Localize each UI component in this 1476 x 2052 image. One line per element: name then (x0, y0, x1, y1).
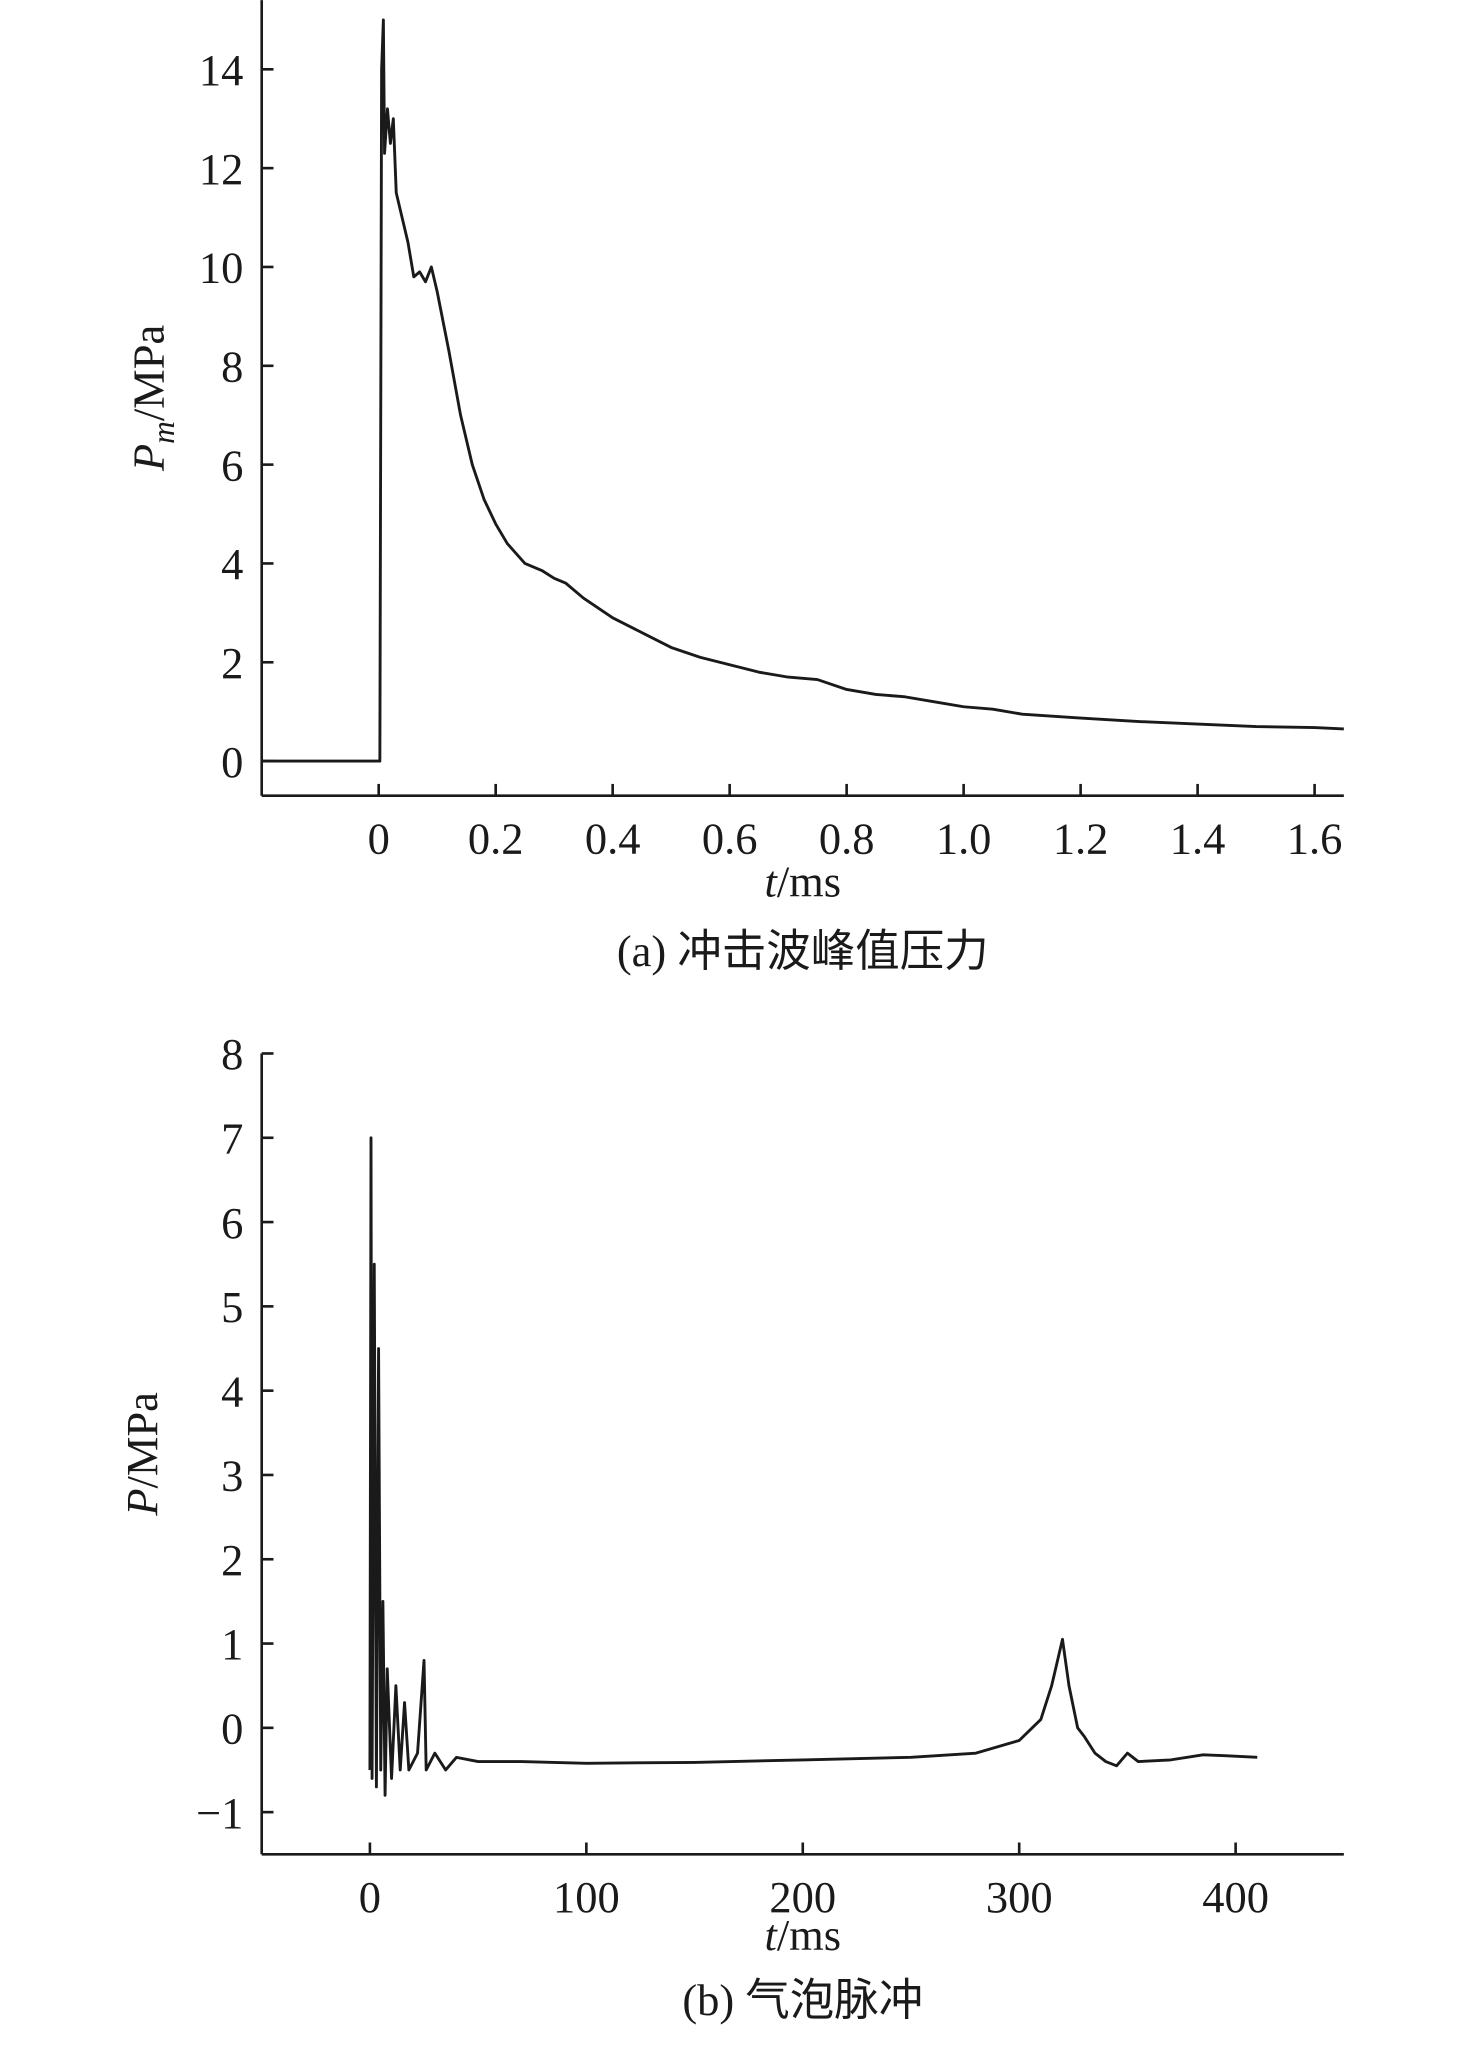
y-tick-label: 6 (221, 440, 243, 490)
x-tick-label: 0 (368, 813, 390, 863)
y-tick-label: 0 (221, 1704, 243, 1754)
y-axis-label: P/MPa (117, 1392, 167, 1517)
y-axis-label: Pm/MPa (124, 325, 181, 472)
y-axis-subscript: m (146, 421, 181, 444)
x-tick-label: 0.6 (702, 813, 758, 863)
y-axis-unit: /MPa (124, 325, 174, 422)
y-tick-label: 2 (221, 1535, 243, 1585)
y-tick-label: 8 (221, 1029, 243, 1079)
y-tick-label: 4 (221, 1366, 243, 1416)
y-tick-label: 4 (221, 539, 243, 589)
y-tick-label: 14 (199, 45, 243, 95)
x-tick-label: 200 (769, 1872, 836, 1922)
y-tick-label: 5 (221, 1282, 243, 1332)
y-tick-label: 0 (221, 737, 243, 787)
x-tick-label: 1.4 (1170, 813, 1226, 863)
y-tick-label: 10 (199, 243, 243, 293)
x-tick-label: 0.8 (819, 813, 875, 863)
x-axis-label: t/ms (764, 1910, 841, 1960)
x-axis-unit: /ms (777, 1910, 841, 1960)
x-axis-unit: /ms (777, 856, 841, 906)
x-axis-symbol: t (764, 856, 778, 906)
y-axis-symbol: P (117, 1488, 167, 1516)
x-axis-label: t/ms (764, 856, 841, 906)
caption: (a) 冲击波峰值压力 (617, 926, 989, 976)
data-line (261, 18, 1344, 763)
data-line (368, 1136, 1258, 1797)
y-axis-symbol: P (124, 444, 174, 472)
x-tick-label: 0.4 (585, 813, 641, 863)
x-tick-label: 0.2 (468, 813, 524, 863)
x-tick-label: 100 (553, 1872, 620, 1922)
x-tick-label: 1.2 (1053, 813, 1109, 863)
x-tick-label: 1.0 (936, 813, 992, 863)
caption: (b) 气泡脉冲 (682, 1975, 923, 2025)
x-tick-label: 0 (359, 1872, 381, 1922)
y-tick-label: 12 (199, 144, 243, 194)
y-tick-label: 1 (221, 1619, 243, 1669)
y-tick-label: 3 (221, 1451, 243, 1501)
y-tick-label: 7 (221, 1113, 243, 1163)
y-axis-unit: /MPa (117, 1392, 167, 1489)
y-tick-label: 8 (221, 341, 243, 391)
x-tick-label: 1.6 (1287, 813, 1343, 863)
x-tick-label: 300 (986, 1872, 1053, 1922)
y-tick-label: 2 (221, 638, 243, 688)
y-tick-label: 6 (221, 1198, 243, 1248)
x-axis-symbol: t (764, 1910, 778, 1960)
y-tick-label: −1 (196, 1788, 243, 1838)
x-tick-label: 400 (1202, 1872, 1269, 1922)
